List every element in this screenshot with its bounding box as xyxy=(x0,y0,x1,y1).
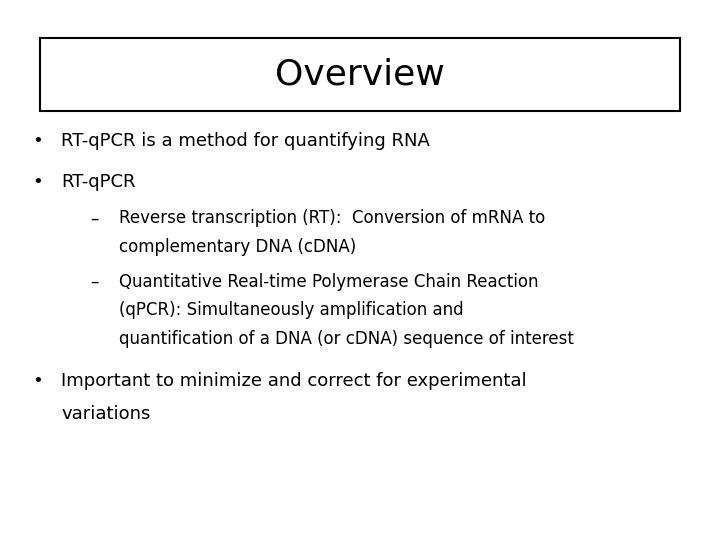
Text: complementary DNA (cDNA): complementary DNA (cDNA) xyxy=(119,238,356,256)
Text: •: • xyxy=(32,173,43,191)
Text: Important to minimize and correct for experimental: Important to minimize and correct for ex… xyxy=(61,372,527,390)
Text: •: • xyxy=(32,132,43,150)
Text: Overview: Overview xyxy=(275,57,445,91)
FancyBboxPatch shape xyxy=(40,38,680,111)
Text: RT-qPCR is a method for quantifying RNA: RT-qPCR is a method for quantifying RNA xyxy=(61,132,430,150)
Text: Quantitative Real-time Polymerase Chain Reaction: Quantitative Real-time Polymerase Chain … xyxy=(119,273,539,291)
Text: •: • xyxy=(32,372,43,390)
Text: variations: variations xyxy=(61,404,150,423)
Text: –: – xyxy=(90,209,99,227)
Text: –: – xyxy=(90,273,99,291)
Text: quantification of a DNA (or cDNA) sequence of interest: quantification of a DNA (or cDNA) sequen… xyxy=(119,330,574,348)
Text: Reverse transcription (RT):  Conversion of mRNA to: Reverse transcription (RT): Conversion o… xyxy=(119,209,545,227)
Text: RT-qPCR: RT-qPCR xyxy=(61,173,135,191)
Text: (qPCR): Simultaneously amplification and: (qPCR): Simultaneously amplification and xyxy=(119,301,464,319)
